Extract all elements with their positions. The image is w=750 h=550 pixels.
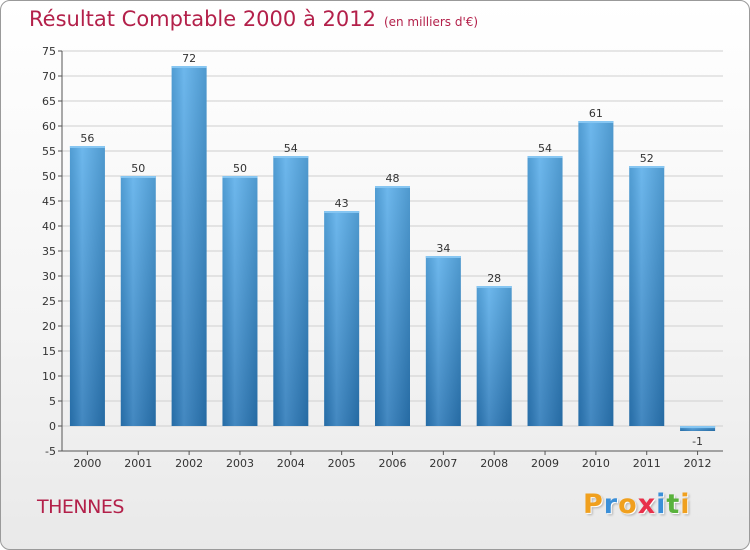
- bar-cap: [324, 211, 360, 213]
- x-tick-label: 2011: [633, 457, 661, 470]
- bar-cap: [425, 256, 461, 258]
- logo-letter: o: [618, 489, 638, 520]
- data-label: 50: [131, 162, 145, 175]
- y-tick-label: 50: [42, 170, 56, 183]
- data-label: 52: [640, 152, 654, 165]
- chart-subtitle: (en milliers d'€): [383, 15, 479, 29]
- x-tick-label: 2007: [429, 457, 457, 470]
- data-labels: 56 50 72 50 54 43 48 34 28 54 61 52 -1: [80, 52, 703, 448]
- y-tick-label: 25: [42, 295, 56, 308]
- chart-title: Résultat Comptable 2000 à 2012 (en millie…: [29, 7, 478, 31]
- chart-title-text: Résultat Comptable 2000 à 2012: [29, 7, 376, 31]
- x-tick-label: 2010: [582, 457, 610, 470]
- y-tick-label: 65: [42, 95, 56, 108]
- y-tick-label: 40: [42, 220, 56, 233]
- bar-cap: [680, 426, 716, 428]
- bars: [69, 66, 716, 431]
- y-tick-label: 0: [49, 420, 56, 433]
- logo-letter: x: [637, 489, 657, 520]
- bar-cap: [527, 156, 563, 158]
- bar-cap: [273, 156, 309, 158]
- bar-shade: [375, 186, 410, 426]
- y-tick-label: 15: [42, 345, 56, 358]
- x-tick-label: 2005: [328, 457, 356, 470]
- logo-letter: i: [656, 489, 667, 520]
- bar-cap: [69, 146, 105, 148]
- data-label: 50: [233, 162, 247, 175]
- bar-cap: [629, 166, 665, 168]
- data-label: 54: [284, 142, 298, 155]
- y-tick-label: 45: [42, 195, 56, 208]
- x-tick-label: 2000: [73, 457, 101, 470]
- data-label: 61: [589, 107, 603, 120]
- bar-shade: [171, 66, 207, 426]
- logo-letter: r: [603, 489, 619, 520]
- y-tick-label: 20: [42, 320, 56, 333]
- y-tick-label: 75: [42, 45, 56, 58]
- y-tick-label: 55: [42, 145, 56, 158]
- data-label: 34: [436, 242, 450, 255]
- data-label: 72: [182, 52, 196, 65]
- data-label: -1: [692, 435, 703, 448]
- bar-shade: [324, 211, 360, 426]
- bar-cap: [375, 186, 410, 188]
- x-tick-label: 2001: [124, 457, 152, 470]
- data-label: 54: [538, 142, 552, 155]
- bar-cap: [120, 176, 156, 178]
- y-tick-label: 60: [42, 120, 56, 133]
- y-tick-label: 70: [42, 70, 56, 83]
- bar-shade: [680, 426, 716, 431]
- y-tick-label: 5: [49, 395, 56, 408]
- logo-letter: i: [680, 489, 691, 520]
- proxiti-logo[interactable]: Proxiti: [583, 489, 691, 520]
- x-tick-label: 2004: [277, 457, 305, 470]
- y-tick-label: 35: [42, 245, 56, 258]
- bar-shade: [69, 146, 105, 426]
- bar-shade: [425, 256, 461, 426]
- bar-shade: [629, 166, 665, 426]
- x-tick-label: 2008: [480, 457, 508, 470]
- x-tick-label: 2002: [175, 457, 203, 470]
- bar-shade: [578, 121, 614, 426]
- x-tick-label: 2003: [226, 457, 254, 470]
- bar-cap: [476, 286, 512, 288]
- data-label: 56: [80, 132, 94, 145]
- bar-shade: [222, 176, 258, 426]
- axes: -5 0 5 10 15 20 25 30 35 40 45 50 55 60 65 70 75 2000 2001…: [42, 45, 723, 470]
- data-label: 48: [386, 172, 400, 185]
- y-tick-label: -5: [45, 445, 56, 458]
- bar-cap: [222, 176, 258, 178]
- y-tick-label: 30: [42, 270, 56, 283]
- x-tick-label: 2006: [379, 457, 407, 470]
- y-tick-label: 10: [42, 370, 56, 383]
- bar-cap: [578, 121, 614, 123]
- bar-shade: [527, 156, 563, 426]
- logo-letter: P: [583, 489, 604, 520]
- logo-letter: t: [666, 489, 681, 520]
- place-name: THENNES: [37, 496, 124, 518]
- bar-shade: [120, 176, 156, 426]
- x-tick-label: 2012: [684, 457, 712, 470]
- bar-shade: [273, 156, 309, 426]
- data-label: 28: [487, 272, 501, 285]
- x-tick-label: 2009: [531, 457, 559, 470]
- bar-cap: [171, 66, 207, 68]
- data-label: 43: [335, 197, 349, 210]
- bar-shade: [476, 286, 512, 426]
